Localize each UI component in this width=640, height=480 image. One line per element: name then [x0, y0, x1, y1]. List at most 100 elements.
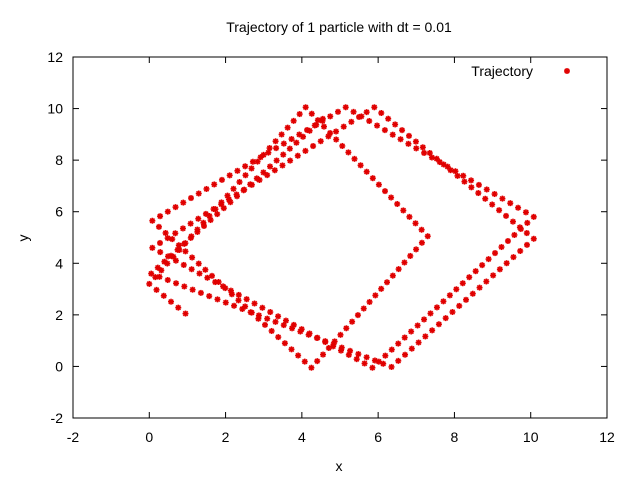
trajectory-point	[212, 279, 219, 286]
trajectory-point	[485, 256, 492, 263]
trajectory-point	[239, 306, 246, 313]
trajectory-point	[503, 260, 510, 267]
trajectory-point	[382, 188, 389, 195]
trajectory-point	[218, 176, 225, 183]
trajectory-point	[287, 157, 294, 164]
trajectory-point	[397, 136, 404, 143]
trajectory-point	[429, 327, 436, 334]
trajectory-point	[164, 235, 171, 242]
trajectory-point	[424, 233, 431, 240]
trajectory-point	[460, 172, 467, 179]
trajectory-point	[227, 287, 234, 294]
y-tick-label: 4	[55, 255, 63, 271]
trajectory-point	[194, 228, 201, 235]
trajectory-point	[257, 154, 264, 161]
trajectory-point	[210, 206, 217, 213]
trajectory-point	[202, 210, 209, 217]
trajectory-point	[206, 293, 213, 300]
trajectory-point	[265, 149, 272, 156]
trajectory-point	[275, 313, 282, 320]
trajectory-point	[320, 351, 327, 358]
trajectory-point	[188, 195, 195, 202]
trajectory-point	[327, 113, 334, 120]
trajectory-point	[380, 360, 387, 367]
trajectory-point	[272, 318, 279, 325]
y-tick-label: 12	[47, 49, 63, 65]
trajectory-point	[449, 309, 456, 316]
x-tick-label: 6	[374, 429, 382, 445]
trajectory-point	[361, 360, 368, 367]
trajectory-point	[482, 195, 489, 202]
trajectory-point	[469, 290, 476, 297]
trajectory-point	[168, 298, 175, 305]
legend[interactable]: Trajectory	[471, 63, 570, 79]
trajectory-point	[220, 283, 227, 290]
trajectory-point	[279, 162, 286, 169]
trajectory-point	[440, 298, 447, 305]
trajectory-point	[280, 151, 287, 158]
trajectory-point	[348, 118, 355, 125]
trajectory-point	[247, 309, 254, 316]
trajectory-point	[459, 280, 466, 287]
trajectory-point	[182, 310, 189, 317]
trajectory-point	[515, 204, 522, 211]
trajectory-point	[394, 200, 401, 207]
trajectory-point	[172, 257, 179, 264]
trajectory-point	[262, 321, 269, 328]
trajectory-point	[242, 163, 249, 170]
trajectory-point	[452, 168, 459, 175]
trajectory-point	[427, 310, 434, 317]
trajectory-point	[419, 144, 426, 151]
trajectory-series	[146, 104, 537, 371]
trajectory-point	[402, 351, 409, 358]
trajectory-point	[446, 292, 453, 299]
trajectory-point	[293, 139, 300, 146]
trajectory-point	[278, 131, 285, 138]
trajectory-point	[310, 143, 317, 150]
x-tick-label: 12	[599, 429, 615, 445]
trajectory-point	[369, 175, 376, 182]
trajectory-point	[204, 274, 211, 281]
trajectory-point	[405, 132, 412, 139]
trajectory-point	[363, 168, 370, 175]
trajectory-point	[286, 145, 293, 152]
trajectory-point	[182, 248, 189, 255]
trajectory-point	[435, 321, 442, 328]
trajectory-point	[388, 194, 395, 201]
trajectory-point	[363, 354, 370, 361]
trajectory-point	[405, 140, 412, 147]
trajectory-point	[273, 145, 280, 152]
trajectory-point	[421, 316, 428, 323]
trajectory-point	[345, 149, 352, 156]
trajectory-point	[275, 334, 282, 341]
trajectory-point	[253, 175, 260, 182]
trajectory-point	[173, 280, 180, 287]
trajectory-point	[418, 226, 425, 233]
trajectory-point	[240, 187, 247, 194]
trajectory-point	[489, 201, 496, 208]
trajectory-point	[468, 184, 475, 191]
trajectory-point	[408, 345, 415, 352]
trajectory-point	[161, 258, 168, 265]
trajectory-point	[412, 138, 419, 145]
trajectory-point	[413, 246, 420, 253]
trajectory-point	[155, 223, 162, 230]
trajectory-point	[395, 340, 402, 347]
trajectory-point	[476, 284, 483, 291]
trajectory-point	[273, 157, 280, 164]
trajectory-point	[395, 357, 402, 364]
trajectory-point	[523, 241, 530, 248]
trajectory-point	[524, 219, 531, 226]
trajectory-point	[308, 364, 315, 371]
trajectory-point	[492, 250, 499, 257]
trajectory-point	[498, 244, 505, 251]
trajectory-point	[509, 218, 516, 225]
trajectory-point	[249, 158, 256, 165]
trajectory-point	[295, 352, 302, 359]
trajectory-point	[490, 272, 497, 279]
trajectory-point	[302, 147, 309, 154]
trajectory-point	[157, 213, 164, 220]
trajectory-point	[266, 145, 273, 152]
trajectory-point	[503, 212, 510, 219]
x-tick-label: 8	[451, 429, 459, 445]
